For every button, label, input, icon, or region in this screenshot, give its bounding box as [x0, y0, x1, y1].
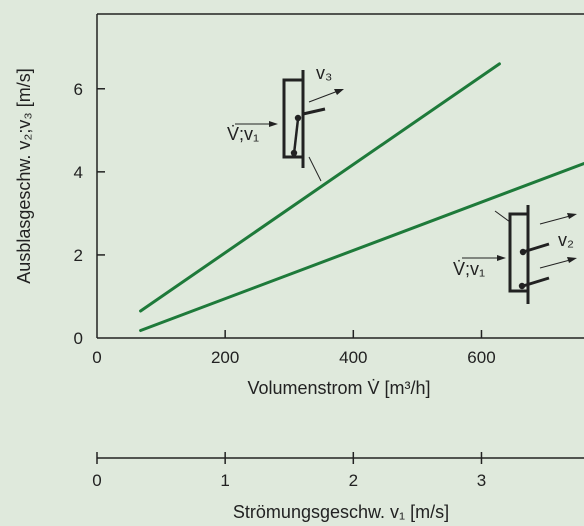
upper-pivot-top	[294, 114, 302, 122]
arrow-head-icon	[567, 257, 577, 263]
lower-leader-line	[494, 210, 511, 223]
x-tick-label: 400	[339, 348, 367, 367]
y-tick-label: 6	[74, 80, 83, 99]
secondary-tick-label: 0	[92, 471, 101, 490]
lower-pivot-top	[519, 248, 527, 256]
upper-pivot-bottom	[290, 149, 298, 157]
y-tick-label: 4	[74, 163, 83, 182]
secondary-axis-ticks: 0 1 2 3	[92, 452, 486, 490]
y-tick-label: 0	[74, 329, 83, 348]
x-tick-label: 600	[467, 348, 495, 367]
x-tick-label: 0	[92, 348, 101, 367]
lower-vane-bottom	[522, 276, 550, 288]
series-line-1	[139, 62, 501, 313]
secondary-tick-label: 1	[220, 471, 229, 490]
x-tick-label: 200	[211, 348, 239, 367]
secondary-axis-title: Strömungsgeschw. v₁ [m/s]	[233, 502, 449, 522]
series-line-2	[139, 162, 584, 333]
y-axis-title: Ausblasgeschw. v₂;v₃ [m/s]	[14, 68, 34, 283]
upper-outlet-label: v₃	[316, 63, 332, 83]
secondary-tick-label: 3	[477, 471, 486, 490]
lower-inlet-label: V̇;v₁	[453, 259, 485, 279]
lower-outlet-label: v₂	[558, 230, 574, 250]
y-ticks: 0 2 4 6	[74, 80, 105, 348]
secondary-tick-label: 2	[349, 471, 358, 490]
upper-diffuser-diagram: V̇;v₁ v₃	[227, 63, 344, 182]
arrow-head-icon	[497, 255, 506, 261]
lower-pivot-bottom	[518, 282, 526, 290]
y-tick-label: 2	[74, 246, 83, 265]
lower-outlet-arrow-bottom	[539, 259, 571, 269]
lower-vane-top	[522, 242, 550, 254]
upper-inlet-label: V̇;v₁	[227, 124, 259, 144]
arrow-head-icon	[567, 213, 577, 219]
arrow-head-icon	[269, 121, 278, 127]
upper-leader-line	[308, 156, 322, 182]
series-layer	[139, 62, 584, 333]
x-ticks: 0 200 400 600	[92, 330, 496, 367]
upper-link	[292, 118, 300, 155]
arrow-head-icon	[334, 89, 344, 95]
upper-vane	[302, 107, 326, 116]
lower-diffuser-diagram: V̇;v₁ v₂	[453, 205, 577, 304]
lower-outlet-arrow-top	[539, 215, 571, 225]
x-axis-title: Volumenstrom V̇ [m³/h]	[247, 378, 430, 398]
upper-outlet-arrow	[308, 90, 339, 103]
